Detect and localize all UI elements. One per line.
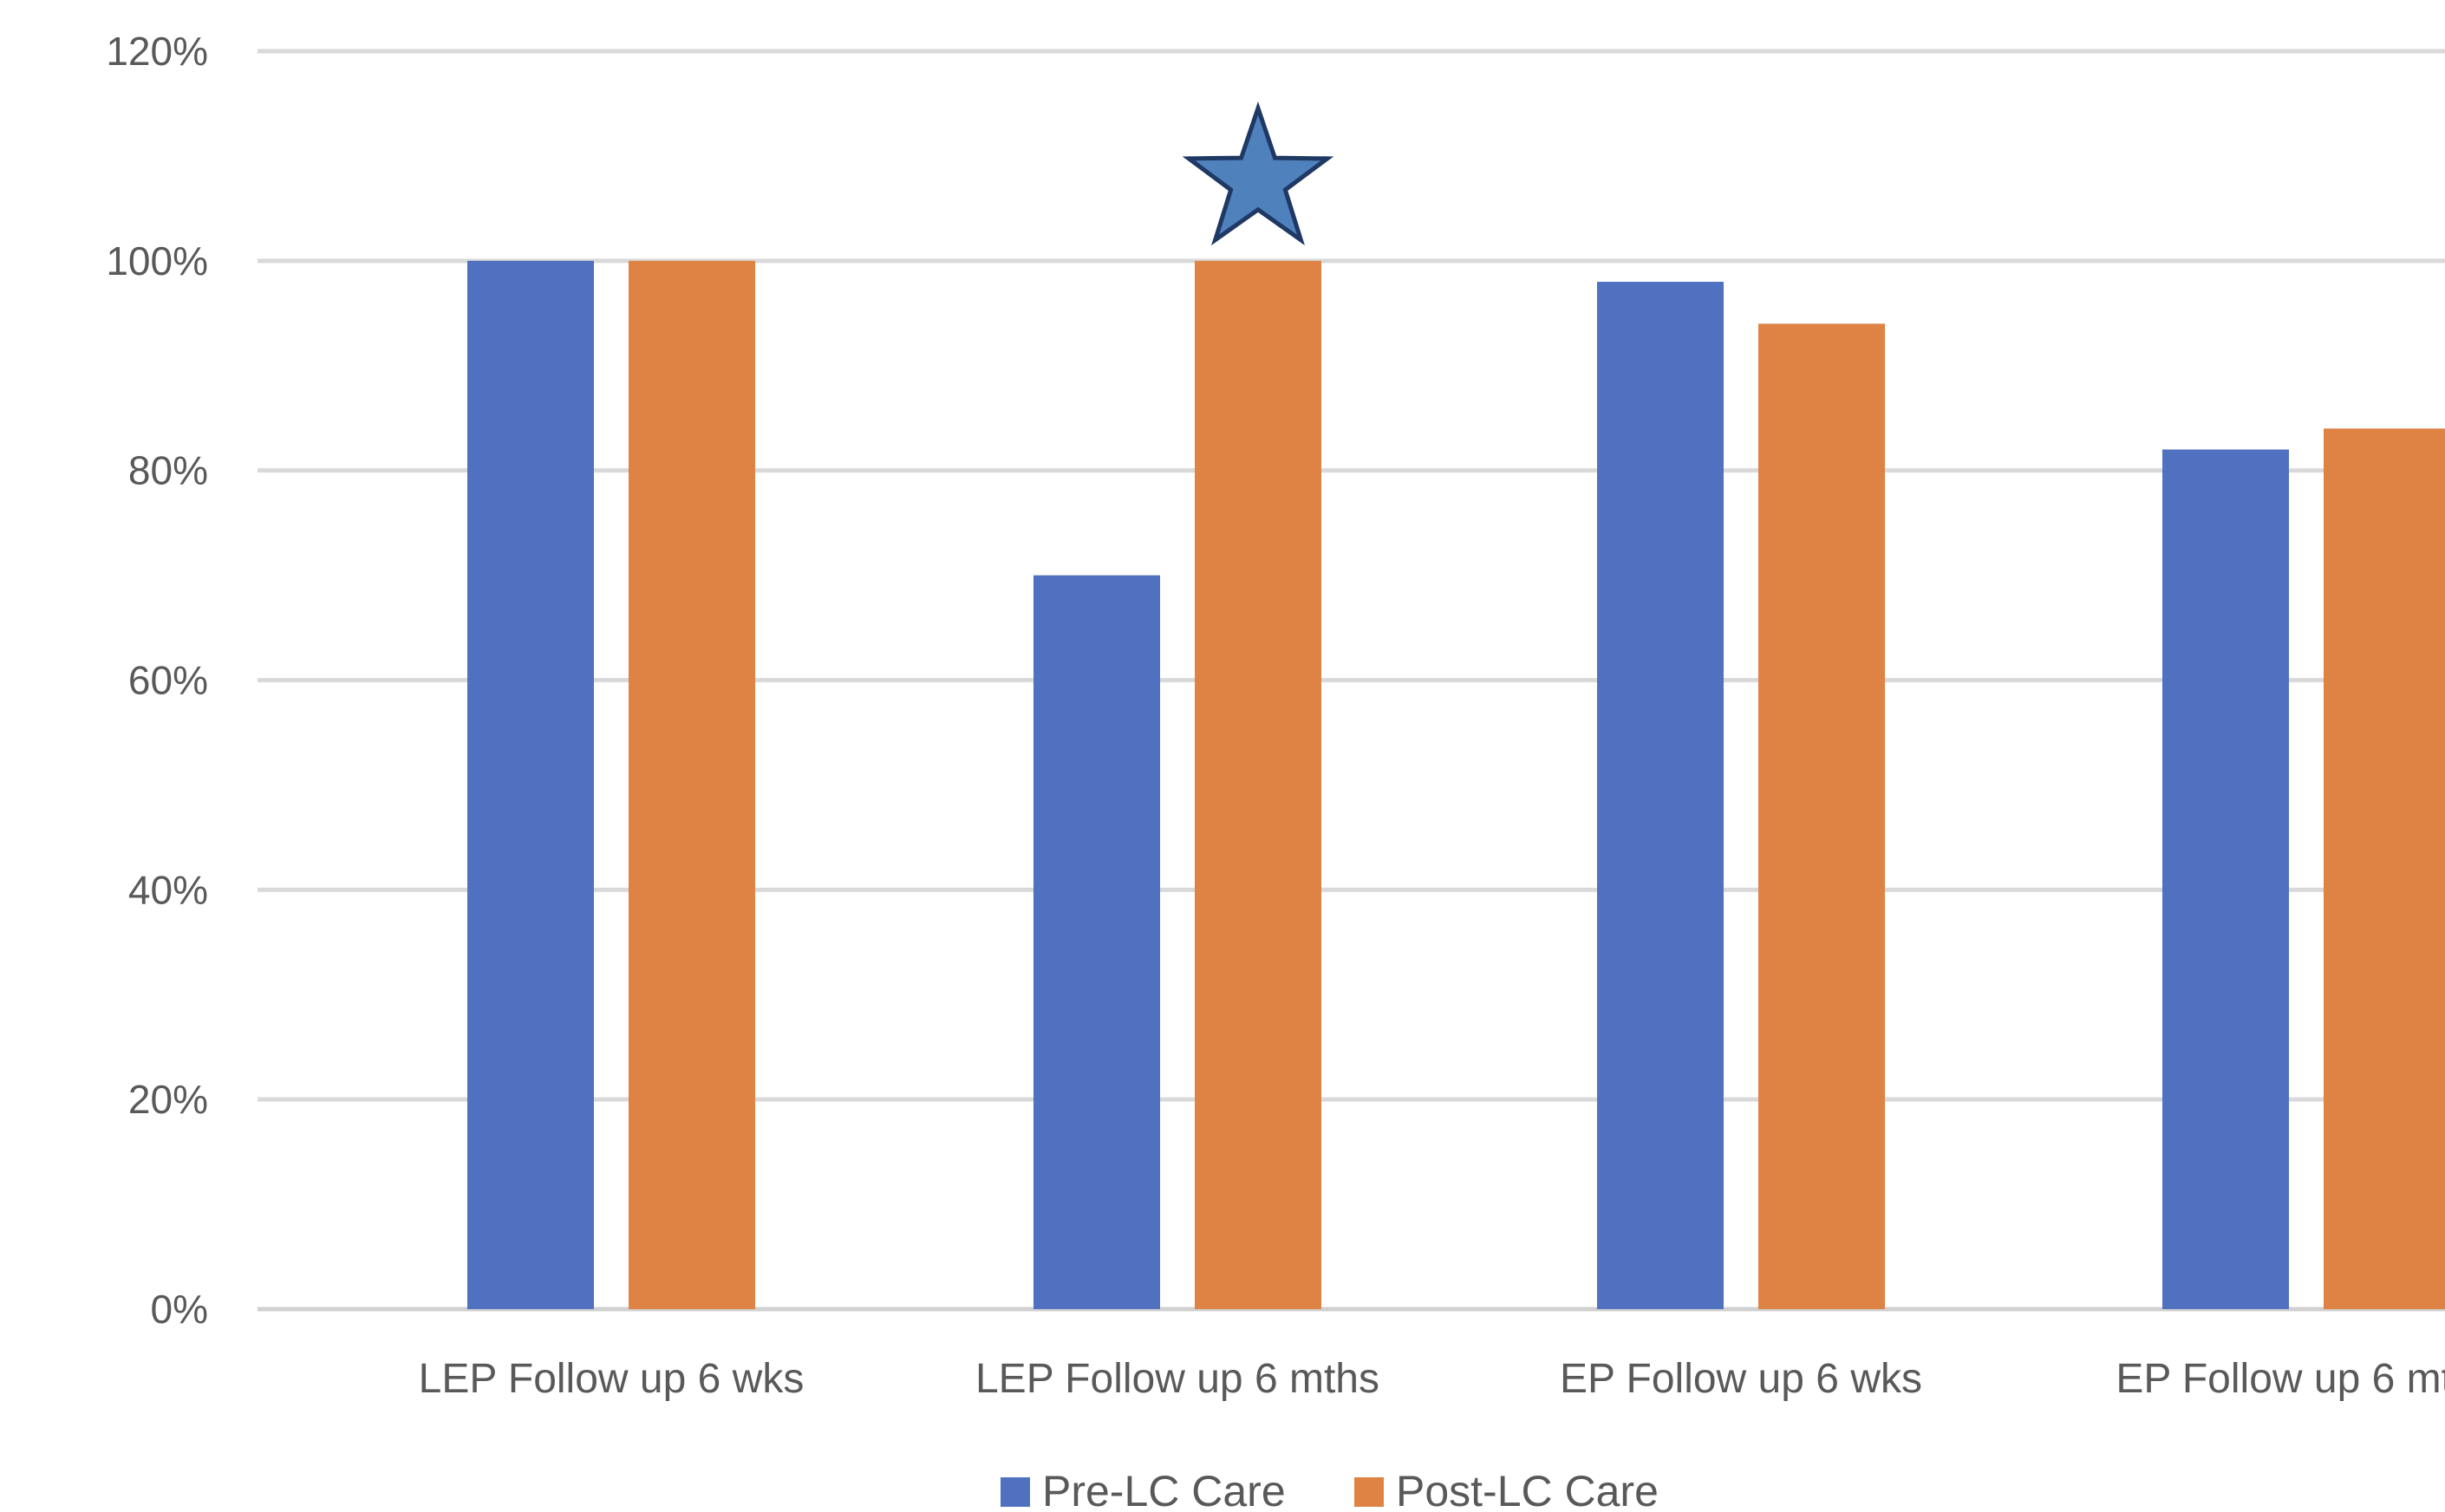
y-tick-label: 80% [128, 448, 208, 493]
x-tick-label: LEP Follow up 6 mths [975, 1356, 1379, 1402]
y-tick-label: 100% [106, 238, 208, 284]
bar-pre-3 [2162, 449, 2289, 1309]
star-icon [1182, 101, 1334, 246]
legend-swatch [1001, 1477, 1030, 1507]
bars [467, 260, 2445, 1310]
x-tick-label: EP Follow up 6 mths [2116, 1356, 2445, 1402]
legend-label: Post-LC Care [1396, 1467, 1659, 1512]
bar-pre-0 [467, 260, 594, 1309]
legend-label: Pre-LC Care [1042, 1467, 1286, 1512]
legend: Pre-LC Care Post-LC Care [1001, 1467, 1659, 1512]
y-tick-label: 0% [151, 1287, 208, 1332]
legend-swatch [1354, 1477, 1384, 1507]
bar-post-3 [2324, 428, 2445, 1309]
x-tick-label: LEP Follow up 6 wks [419, 1356, 805, 1402]
bar-post-1 [1195, 260, 1321, 1309]
y-tick-label: 40% [128, 867, 208, 912]
y-tick-label: 60% [128, 658, 208, 703]
x-tick-label: EP Follow up 6 wks [1560, 1356, 1922, 1402]
gridlines [258, 49, 2445, 1312]
bar-post-2 [1758, 323, 1885, 1310]
y-axis: 0% 20% 40% 60% 80% 100% 120% [106, 29, 208, 1332]
bar-pre-2 [1597, 282, 1724, 1310]
y-tick-label: 20% [128, 1077, 208, 1122]
y-tick-label: 120% [106, 29, 208, 74]
x-axis: LEP Follow up 6 wks LEP Follow up 6 mths E… [419, 1356, 2445, 1402]
bar-post-0 [629, 260, 755, 1309]
bar-pre-1 [1033, 575, 1160, 1309]
annotations [1182, 101, 1334, 246]
